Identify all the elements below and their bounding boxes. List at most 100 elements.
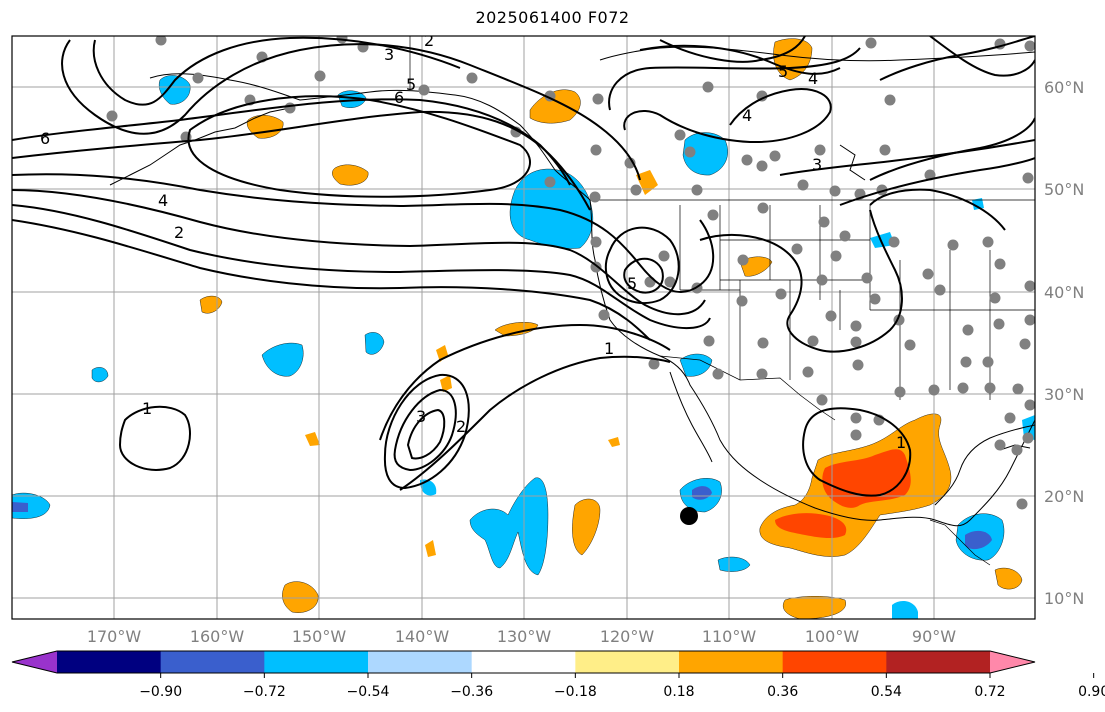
blue-region-west-edge <box>12 502 28 512</box>
contour-east-3 <box>779 139 1035 176</box>
graticule <box>12 36 1035 619</box>
cyan-region-small-c <box>870 232 895 248</box>
lon-label: 130°W <box>497 627 552 646</box>
contour-east-5 <box>879 36 1035 81</box>
cyan-region-mid-pac <box>261 342 304 377</box>
contour-bc-closed-2 <box>604 226 680 305</box>
latitude-labels: 60°N 50°N 40°N 30°N 20°N 10°N <box>1044 78 1084 608</box>
contour-label: 4 <box>808 69 818 88</box>
contour-low-inner <box>406 408 446 460</box>
contour-label: 4 <box>158 191 168 210</box>
map-body: 6 5 4 3 2 1 6 5 4 3 4 5 1 3 2 1 2 <box>12 31 1035 619</box>
coast-baja <box>669 371 713 463</box>
cyan-region-alaska <box>158 75 191 105</box>
colorbar-label: 0.36 <box>767 684 798 700</box>
orange-region-small4 <box>425 540 436 557</box>
orange-region-gulf-alaska <box>332 164 369 186</box>
border-central-america <box>929 519 991 566</box>
lat-label: 30°N <box>1044 385 1084 404</box>
coast-gulf <box>934 424 1035 506</box>
colorbar-swatch <box>264 651 369 673</box>
contour-label: 6 <box>394 88 404 107</box>
contour-labels: 6 5 4 3 2 1 6 5 4 3 4 5 1 3 2 1 2 <box>40 31 906 452</box>
contour-low-3 <box>393 388 457 472</box>
colorbar-label: 0.18 <box>663 684 694 700</box>
lat-label: 60°N <box>1044 78 1084 97</box>
colorbar-swatch <box>471 651 576 673</box>
colorbar-label: −0.18 <box>554 684 597 700</box>
colorbar-swatch <box>368 651 473 673</box>
map-frame <box>11 35 1036 620</box>
cyan-region-small-f <box>972 198 984 210</box>
coast-westus <box>589 199 1035 527</box>
contour-label: 3 <box>812 155 822 174</box>
orange-region-gulf-small <box>994 567 1023 590</box>
coast-alaska <box>149 73 591 201</box>
map-title: 2025061400 F072 <box>475 8 630 27</box>
contour-jet-5 <box>12 110 591 211</box>
contour-central-1 <box>699 209 903 353</box>
colorbar-swatch <box>57 651 162 673</box>
lon-label: 90°W <box>912 627 956 646</box>
lat-label: 20°N <box>1044 487 1084 506</box>
contour-subtropical-1 <box>379 323 671 441</box>
red-region-mexico <box>822 449 911 508</box>
lon-label: 170°W <box>87 627 142 646</box>
cyan-region-mex-coast <box>679 353 713 377</box>
blue-region-central-am <box>965 530 992 550</box>
contour-closed-alaska <box>187 95 531 198</box>
orange-region-sub <box>494 322 539 337</box>
contour-alaska-outer-2 <box>92 36 461 106</box>
contour-jet-2 <box>12 204 711 330</box>
orange-region-small3 <box>305 432 320 446</box>
contour-gulf-1 <box>802 407 912 497</box>
contour-east-2 <box>839 157 1035 206</box>
contour-label: 5 <box>778 62 788 81</box>
orange-region-pacific-a <box>572 498 601 556</box>
contour-subtropical-1b <box>399 355 671 491</box>
contour-bc-closed <box>623 257 664 294</box>
lon-label: 150°W <box>292 627 347 646</box>
contour-low-2 <box>383 373 470 490</box>
cyan-region-small-e <box>892 600 918 619</box>
contour-alaska-outer <box>61 39 641 181</box>
orange-region-pacific-b <box>282 581 319 613</box>
red-region-mexico-2 <box>775 513 847 539</box>
orange-region-south <box>782 596 846 619</box>
contour-ne-6 <box>659 36 806 63</box>
colorbar-label: 0.54 <box>871 684 902 700</box>
contour-ne-4 <box>623 88 832 144</box>
orange-region-small1 <box>436 345 448 362</box>
contour-label: 1 <box>604 339 614 358</box>
storm-marker-dot <box>680 507 698 525</box>
colorbar-extend-low <box>12 651 57 673</box>
colorbar-label: 0.72 <box>974 684 1005 700</box>
contour-label: 2 <box>424 31 434 50</box>
anomaly-shading <box>12 38 1035 619</box>
orange-region-small6 <box>608 437 620 447</box>
contour-jet-4 <box>12 173 715 294</box>
border-us-mexico <box>659 355 836 421</box>
contour-label: 3 <box>384 45 394 64</box>
colorbar-label: −0.90 <box>139 684 182 700</box>
cyan-region-pacific-long <box>469 477 549 576</box>
contour-label: 1 <box>896 433 906 452</box>
contour-jet-1 <box>12 219 651 341</box>
colorbar-outline <box>11 650 1036 674</box>
lon-label: 100°W <box>805 627 860 646</box>
contour-east-4 <box>869 117 1035 181</box>
contour-east-1 <box>869 188 1006 231</box>
cyan-region-canada <box>682 132 728 176</box>
contour-label: 2 <box>456 417 466 436</box>
colorbar-label: −0.54 <box>347 684 390 700</box>
contour-label: 5 <box>627 274 637 293</box>
lon-label: 140°W <box>395 627 450 646</box>
contour-jet-3 <box>12 189 706 316</box>
colorbar-swatch <box>160 651 265 673</box>
contour-label: 5 <box>406 75 416 94</box>
contour-east-6 <box>929 36 1035 77</box>
lat-label: 50°N <box>1044 180 1084 199</box>
lat-label: 40°N <box>1044 283 1084 302</box>
colorbar-label: 0.90 <box>1078 684 1105 700</box>
contour-west-1 <box>118 405 191 471</box>
